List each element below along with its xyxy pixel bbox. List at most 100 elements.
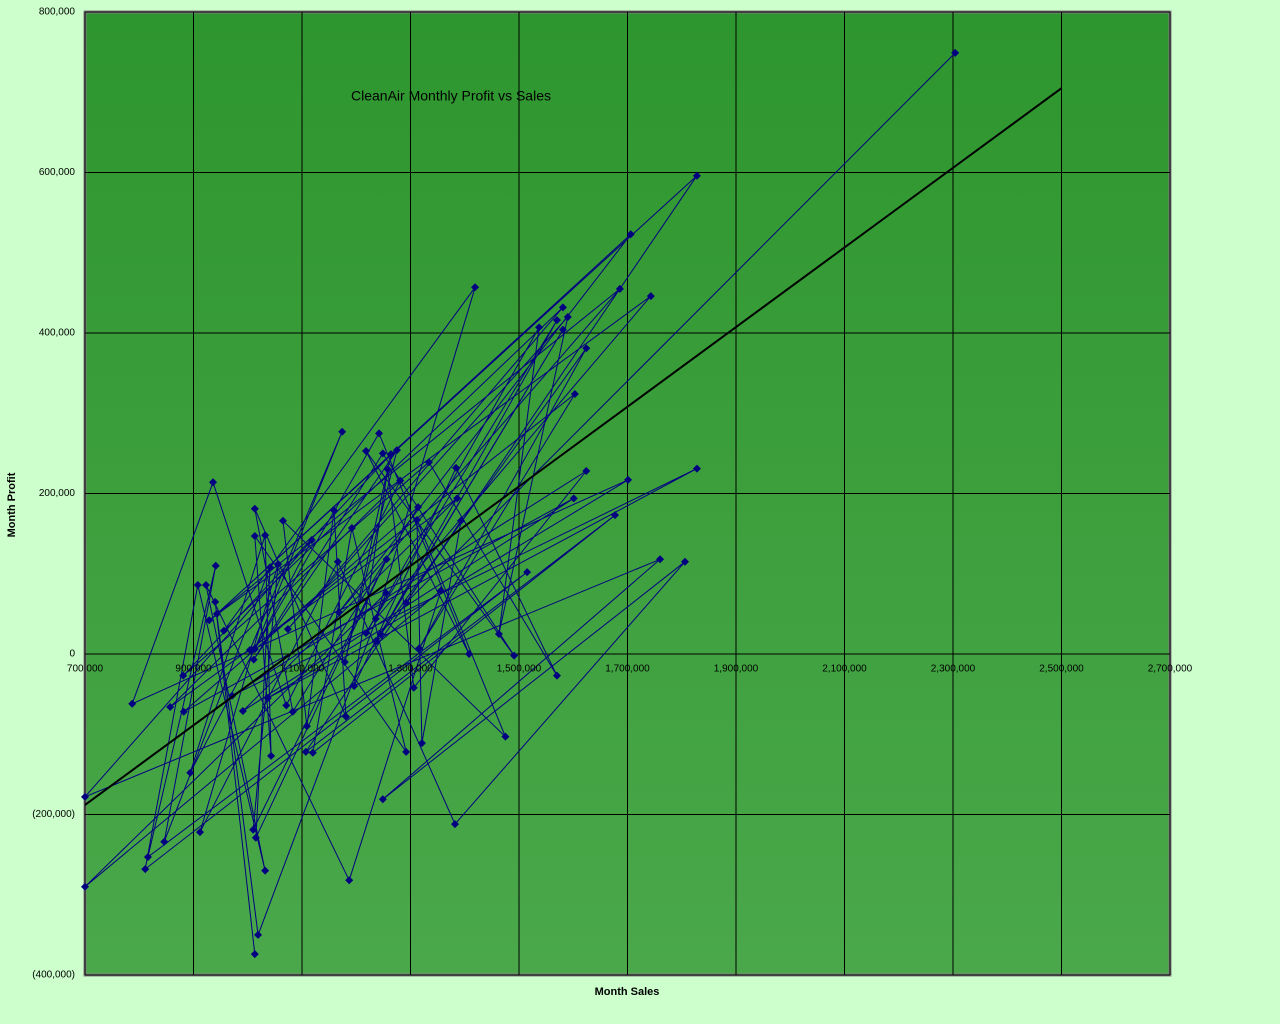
data-point	[212, 609, 221, 618]
data-point	[362, 446, 371, 455]
data-point	[250, 504, 259, 513]
x-tick-label: 2,300,000	[931, 664, 976, 675]
data-point	[378, 449, 387, 458]
y-tick-label: 400,000	[39, 328, 76, 339]
data-point	[282, 701, 291, 710]
data-point	[238, 706, 247, 715]
data-point	[386, 450, 395, 459]
data-point	[371, 637, 380, 646]
data-point	[465, 650, 474, 658]
data-point	[378, 795, 387, 804]
data-point	[615, 284, 624, 293]
data-point	[402, 747, 411, 756]
data-point	[535, 323, 544, 332]
data-point	[283, 625, 292, 634]
x-tick-label: 1,100,000	[280, 664, 325, 675]
data-point	[375, 429, 384, 438]
data-point	[81, 882, 89, 891]
data-point	[494, 629, 503, 638]
data-point	[582, 467, 591, 476]
data-point	[193, 580, 202, 589]
data-point	[302, 722, 311, 731]
data-point	[413, 515, 422, 524]
data-point	[510, 651, 519, 660]
data-point	[265, 563, 274, 572]
data-point	[382, 589, 391, 598]
data-point	[301, 747, 310, 756]
x-tick-label: 1,500,000	[497, 664, 542, 675]
data-point	[249, 655, 258, 664]
data-point	[330, 506, 339, 515]
data-point	[249, 825, 258, 834]
trend-line	[84, 87, 1063, 806]
data-point	[552, 671, 561, 680]
data-point	[143, 853, 152, 862]
data-point	[692, 171, 701, 180]
data-point	[179, 707, 188, 716]
data-point	[334, 608, 343, 617]
x-axis-title: Month Sales	[595, 986, 660, 998]
data-point	[333, 557, 342, 566]
data-point	[128, 699, 137, 708]
data-point	[209, 478, 218, 487]
data-point	[341, 712, 350, 721]
x-tick-label: 2,500,000	[1039, 664, 1084, 675]
data-point	[263, 694, 272, 703]
data-point	[245, 645, 254, 654]
data-point	[261, 866, 270, 875]
data-point	[261, 531, 270, 540]
data-point	[350, 682, 359, 691]
data-point	[267, 751, 276, 760]
marks	[81, 48, 1063, 959]
data-point	[656, 555, 665, 564]
data-point	[471, 283, 480, 292]
data-point	[345, 876, 354, 885]
data-point	[250, 950, 259, 959]
data-point	[417, 739, 426, 748]
data-point	[570, 389, 579, 398]
data-point	[415, 644, 424, 653]
data-point	[569, 494, 578, 503]
data-point	[362, 629, 371, 638]
y-axis-title: Month Profit	[6, 472, 18, 537]
data-point	[81, 792, 89, 801]
data-point	[523, 568, 532, 577]
data-point	[611, 511, 620, 520]
data-point	[186, 768, 195, 777]
data-point	[558, 303, 567, 312]
data-point	[371, 614, 380, 623]
chart-title: CleanAir Monthly Profit vs Sales	[351, 88, 551, 104]
data-point	[196, 828, 205, 837]
y-tick-label: 600,000	[39, 167, 76, 178]
data-point	[141, 865, 150, 874]
y-tick-label: 800,000	[39, 7, 76, 18]
data-point	[211, 597, 220, 606]
y-tick-label: 0	[69, 649, 75, 660]
data-point	[205, 616, 214, 625]
y-tick-label: (400,000)	[32, 970, 75, 981]
data-point	[254, 930, 263, 939]
data-point	[552, 316, 561, 325]
data-point	[338, 427, 347, 436]
data-point	[288, 707, 297, 716]
x-tick-label: 1,900,000	[714, 664, 759, 675]
data-point	[396, 476, 405, 485]
data-point	[179, 671, 188, 680]
data-point	[307, 536, 316, 545]
data-point	[582, 344, 591, 353]
data-point	[501, 732, 510, 741]
x-tick-label: 900,000	[175, 664, 212, 675]
data-point	[211, 561, 220, 570]
y-tick-label: 200,000	[39, 488, 76, 499]
data-point	[250, 532, 259, 541]
x-tick-label: 1,700,000	[605, 664, 650, 675]
data-point	[166, 702, 175, 711]
data-point	[452, 463, 461, 472]
data-point	[450, 820, 459, 829]
data-point	[558, 325, 567, 334]
x-tick-label: 1,300,000	[388, 664, 433, 675]
y-tick-label: (200,000)	[32, 809, 75, 820]
grid	[84, 11, 1171, 976]
